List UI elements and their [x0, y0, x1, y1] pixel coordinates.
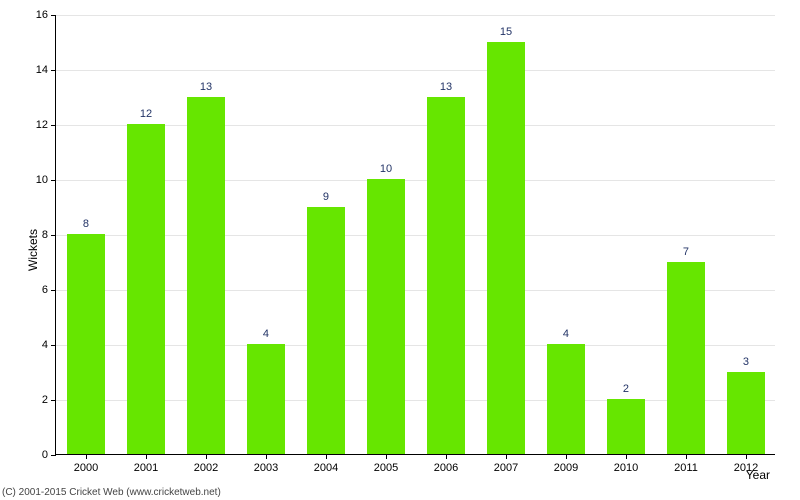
x-tick-label: 2002	[194, 454, 218, 474]
bar-value-label: 4	[263, 328, 269, 344]
bar: 13	[187, 97, 224, 455]
bar: 10	[367, 179, 404, 454]
y-tick-mark	[51, 180, 56, 181]
bar-value-label: 2	[623, 383, 629, 399]
bar-value-label: 9	[323, 191, 329, 207]
bar: 8	[67, 234, 104, 454]
x-tick-label: 2004	[314, 454, 338, 474]
x-tick-label: 2007	[494, 454, 518, 474]
bar-value-label: 15	[500, 26, 512, 42]
x-tick-label: 2005	[374, 454, 398, 474]
bar: 13	[427, 97, 464, 455]
bar: 7	[667, 262, 704, 455]
bar-value-label: 8	[83, 218, 89, 234]
x-tick-label: 2003	[254, 454, 278, 474]
y-tick-mark	[51, 400, 56, 401]
bar: 2	[607, 399, 644, 454]
bar-value-label: 3	[743, 356, 749, 372]
plot-area: 0246810121416200082001122002132003420049…	[55, 15, 775, 455]
x-tick-label: 2009	[554, 454, 578, 474]
y-tick-mark	[51, 290, 56, 291]
x-tick-label: 2006	[434, 454, 458, 474]
bar-value-label: 13	[440, 81, 452, 97]
bar-value-label: 13	[200, 81, 212, 97]
y-tick-mark	[51, 345, 56, 346]
x-tick-label: 2011	[674, 454, 698, 474]
bar: 3	[727, 372, 764, 455]
x-tick-label: 2010	[614, 454, 638, 474]
gridline	[56, 15, 775, 16]
bar: 4	[247, 344, 284, 454]
bar-value-label: 4	[563, 328, 569, 344]
x-axis-title: Year	[746, 468, 770, 482]
y-tick-mark	[51, 455, 56, 456]
bar-value-label: 10	[380, 163, 392, 179]
bar: 15	[487, 42, 524, 455]
y-tick-mark	[51, 235, 56, 236]
copyright-text: (C) 2001-2015 Cricket Web (www.cricketwe…	[2, 487, 221, 498]
y-tick-mark	[51, 15, 56, 16]
bar-value-label: 7	[683, 246, 689, 262]
y-tick-mark	[51, 125, 56, 126]
bar: 12	[127, 124, 164, 454]
bar: 4	[547, 344, 584, 454]
gridline	[56, 70, 775, 71]
y-tick-mark	[51, 70, 56, 71]
x-tick-label: 2001	[134, 454, 158, 474]
x-tick-label: 2000	[74, 454, 98, 474]
bar-value-label: 12	[140, 108, 152, 124]
chart-container: 0246810121416200082001122002132003420049…	[0, 0, 800, 500]
y-axis-title: Wickets	[26, 229, 40, 271]
bar: 9	[307, 207, 344, 455]
